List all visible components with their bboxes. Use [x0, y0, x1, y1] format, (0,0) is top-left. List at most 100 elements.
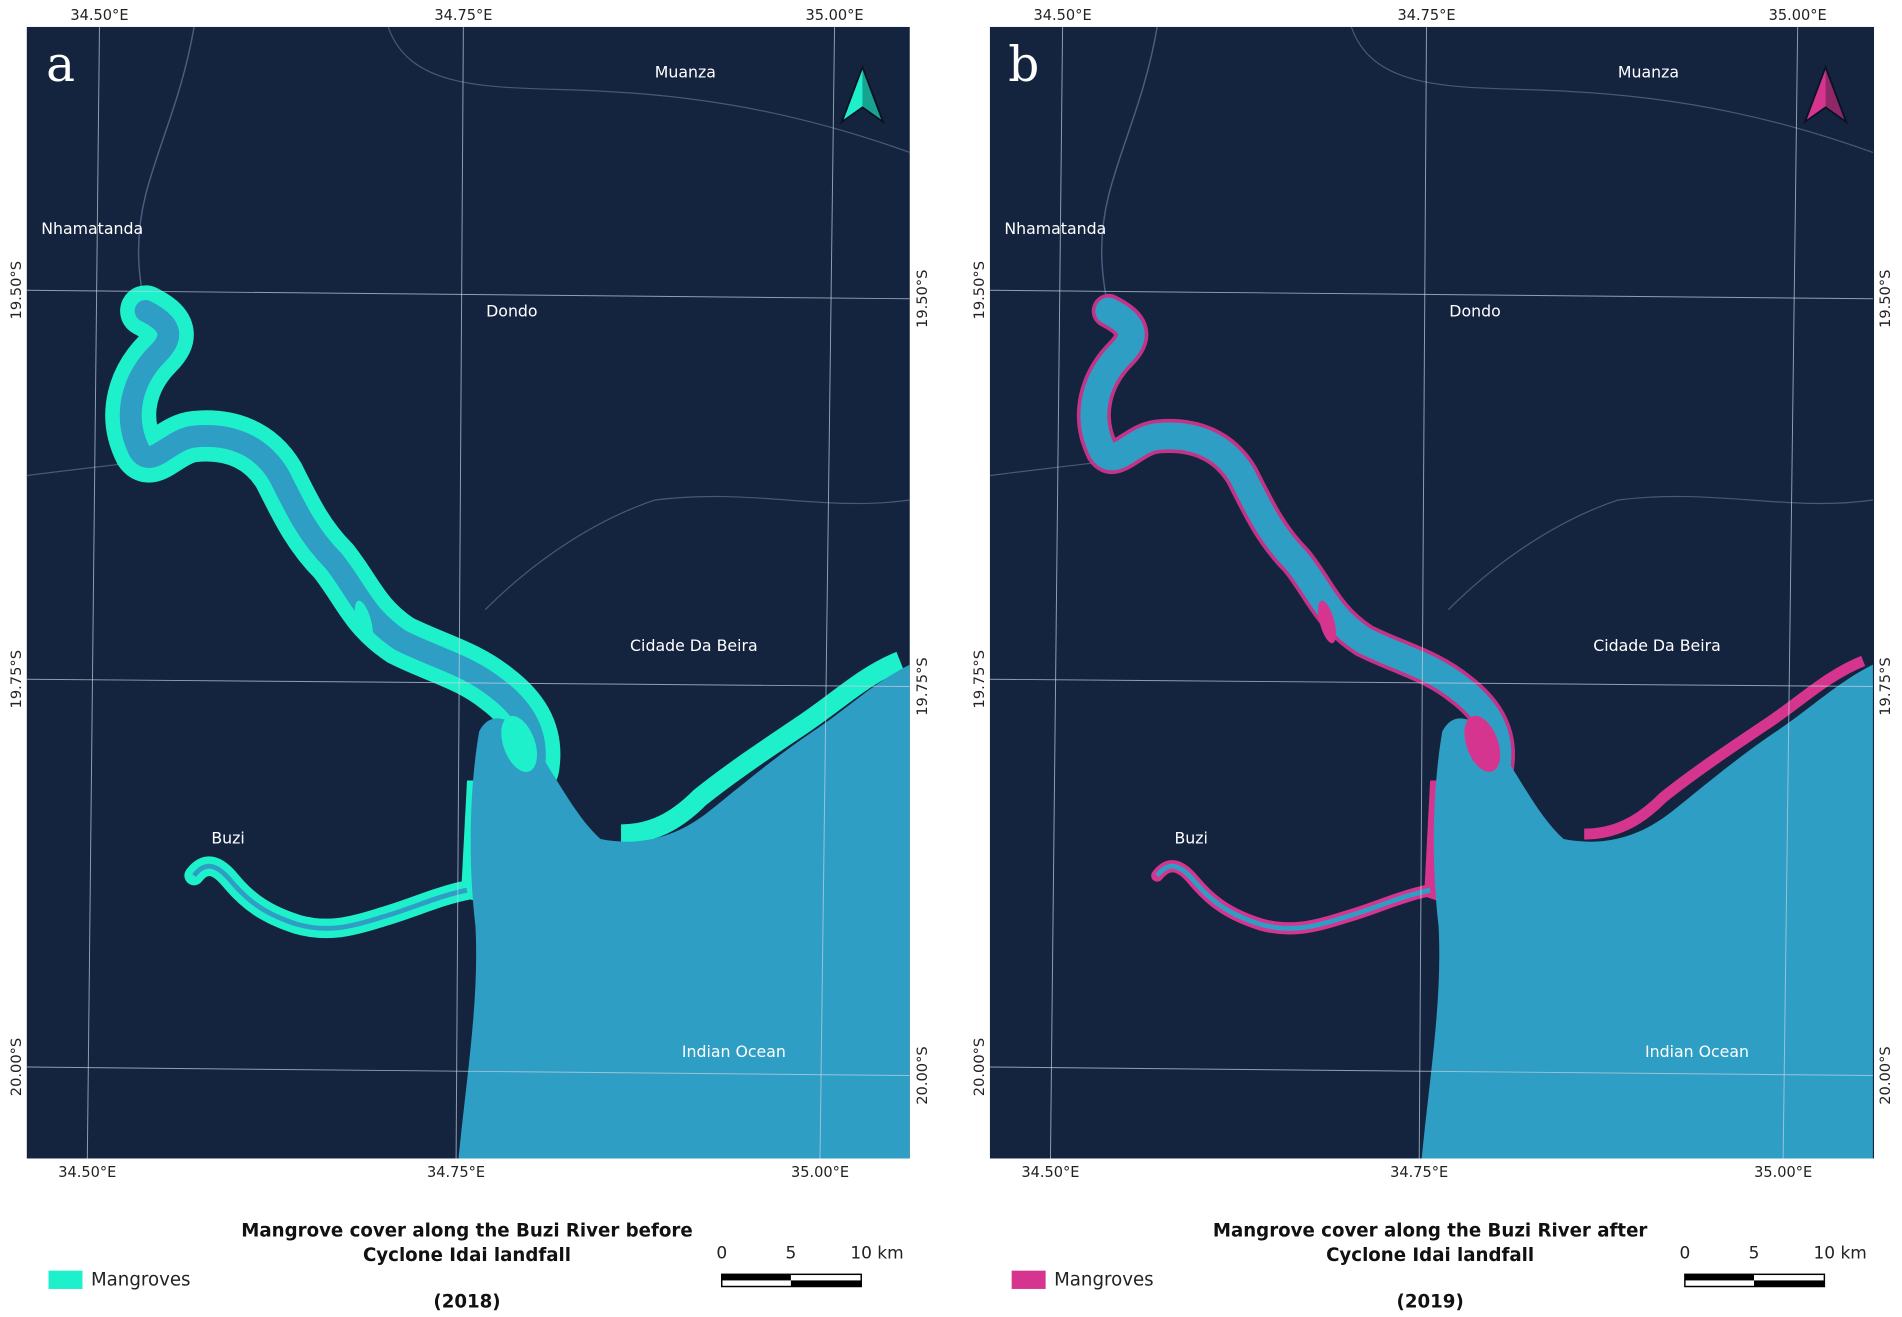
lat-label: 19.75°S	[971, 650, 988, 708]
lat-label: 19.50°S	[8, 261, 25, 319]
lat-label: 20.00°S	[971, 1038, 988, 1096]
scale-segment	[1684, 1274, 1755, 1281]
lon-label: 35.00°E	[1769, 7, 1827, 24]
lon-label: 34.50°E	[70, 7, 128, 24]
graticule	[455, 26, 464, 1159]
lon-label: 34.75°E	[1390, 1164, 1448, 1181]
river	[192, 863, 468, 931]
legend-label: Mangroves	[1054, 1269, 1154, 1290]
graticule	[819, 26, 836, 1159]
place-label: Nhamatanda	[41, 219, 143, 238]
scale-label: 10 km	[1813, 1244, 1866, 1264]
map-year: (2019)	[1397, 1291, 1464, 1312]
panel-label: b	[1008, 37, 1039, 93]
boundary	[1350, 26, 1874, 154]
place-label: Buzi	[1174, 828, 1207, 847]
graticule	[1418, 26, 1427, 1159]
panel-label: a	[46, 37, 75, 93]
place-label: Muanza	[655, 63, 716, 82]
map-frame: Muanza Nhamatanda Dondo Cidade Da Beira Buzi…	[26, 26, 910, 1159]
stream	[1100, 26, 1158, 312]
scale-label: 0	[1679, 1244, 1690, 1264]
lat-label: 19.75°S	[1877, 657, 1894, 715]
place-label: Buzi	[211, 828, 244, 847]
map-title: Mangrove cover along the Buzi River befo…	[241, 1221, 692, 1242]
lat-label: 20.00°S	[1877, 1046, 1894, 1104]
lon-label: 34.50°E	[1034, 7, 1092, 24]
lat-label: 19.50°S	[1877, 270, 1894, 328]
map-panel: Muanza Nhamatanda Dondo Cidade Da Beira Buzi…	[971, 7, 1894, 1313]
legend-label: Mangroves	[91, 1269, 191, 1290]
mangrove-island	[501, 715, 538, 772]
scale-label: 10 km	[850, 1244, 903, 1264]
map-content: Muanza Nhamatanda Dondo Cidade Da Beira Buzi…	[26, 26, 910, 1159]
map-year: (2018)	[433, 1291, 500, 1312]
river	[119, 299, 546, 780]
mangrove-island	[1318, 600, 1337, 644]
graticule	[989, 289, 1873, 300]
lon-label: 34.50°E	[1021, 1164, 1079, 1181]
graticule	[86, 26, 100, 1159]
map-title: Cyclone Idai landfall	[1326, 1245, 1534, 1266]
scale-label: 5	[785, 1244, 796, 1264]
boundary	[387, 26, 910, 154]
scale-label: 5	[1749, 1244, 1760, 1264]
lon-label: 35.00°E	[1754, 1164, 1812, 1181]
lon-label: 35.00°E	[806, 7, 864, 24]
mangrove-coast	[620, 651, 904, 844]
north-arrow	[839, 64, 885, 125]
graticule	[26, 678, 910, 688]
graticule	[26, 1066, 910, 1077]
graticule	[989, 678, 1873, 688]
lat-label: 19.75°S	[8, 650, 25, 708]
place-label: Dondo	[1449, 302, 1500, 321]
map-panel: Muanza Nhamatanda Dondo Cidade Da Beira Buzi…	[8, 7, 931, 1313]
scale-segment	[721, 1274, 791, 1281]
scale-segment	[1754, 1280, 1825, 1287]
ocean	[1421, 664, 1873, 1159]
map-title: Mangrove cover along the Buzi River afte…	[1213, 1221, 1648, 1242]
lat-label: 20.00°S	[8, 1038, 25, 1096]
place-label: Indian Ocean	[682, 1042, 786, 1061]
scale-segment	[790, 1280, 862, 1287]
river	[1155, 863, 1431, 931]
lon-label: 34.75°E	[434, 7, 492, 24]
ocean	[458, 664, 910, 1159]
scale-label: 0	[716, 1244, 727, 1264]
lon-label: 34.75°E	[427, 1164, 485, 1181]
lon-label: 34.75°E	[1397, 7, 1455, 24]
map-title: Cyclone Idai landfall	[363, 1245, 571, 1266]
north-arrow-shade	[862, 67, 884, 122]
graticule	[1049, 26, 1064, 1159]
boundary	[484, 495, 910, 611]
place-label: Indian Ocean	[1645, 1042, 1749, 1061]
map-content: Muanza Nhamatanda Dondo Cidade Da Beira Buzi…	[989, 26, 1875, 1159]
place-label: Cidade Da Beira	[1593, 636, 1721, 655]
north-arrow	[1803, 64, 1849, 125]
lat-label: 19.75°S	[914, 657, 931, 715]
place-label: Dondo	[486, 302, 537, 321]
graticule	[26, 289, 910, 300]
stream	[137, 26, 195, 312]
lat-label: 19.50°S	[971, 261, 988, 319]
lon-label: 35.00°E	[791, 1164, 849, 1181]
mangrove-island	[1464, 715, 1501, 772]
graticule	[1782, 26, 1799, 1159]
boundary	[1447, 495, 1873, 611]
place-label: Nhamatanda	[1004, 219, 1106, 238]
graticule	[989, 1066, 1873, 1077]
place-label: Muanza	[1618, 63, 1679, 82]
map-frame: Muanza Nhamatanda Dondo Cidade Da Beira Buzi…	[989, 26, 1875, 1159]
lat-label: 19.50°S	[914, 270, 931, 328]
place-label: Cidade Da Beira	[630, 636, 758, 655]
north-arrow-shade	[1825, 67, 1847, 122]
mangrove-coast	[1584, 655, 1866, 840]
legend-swatch	[1011, 1270, 1046, 1289]
river	[1080, 297, 1512, 782]
legend-swatch	[48, 1270, 83, 1289]
mangrove-island	[354, 600, 373, 644]
lon-label: 34.50°E	[58, 1164, 116, 1181]
lat-label: 20.00°S	[914, 1046, 931, 1104]
